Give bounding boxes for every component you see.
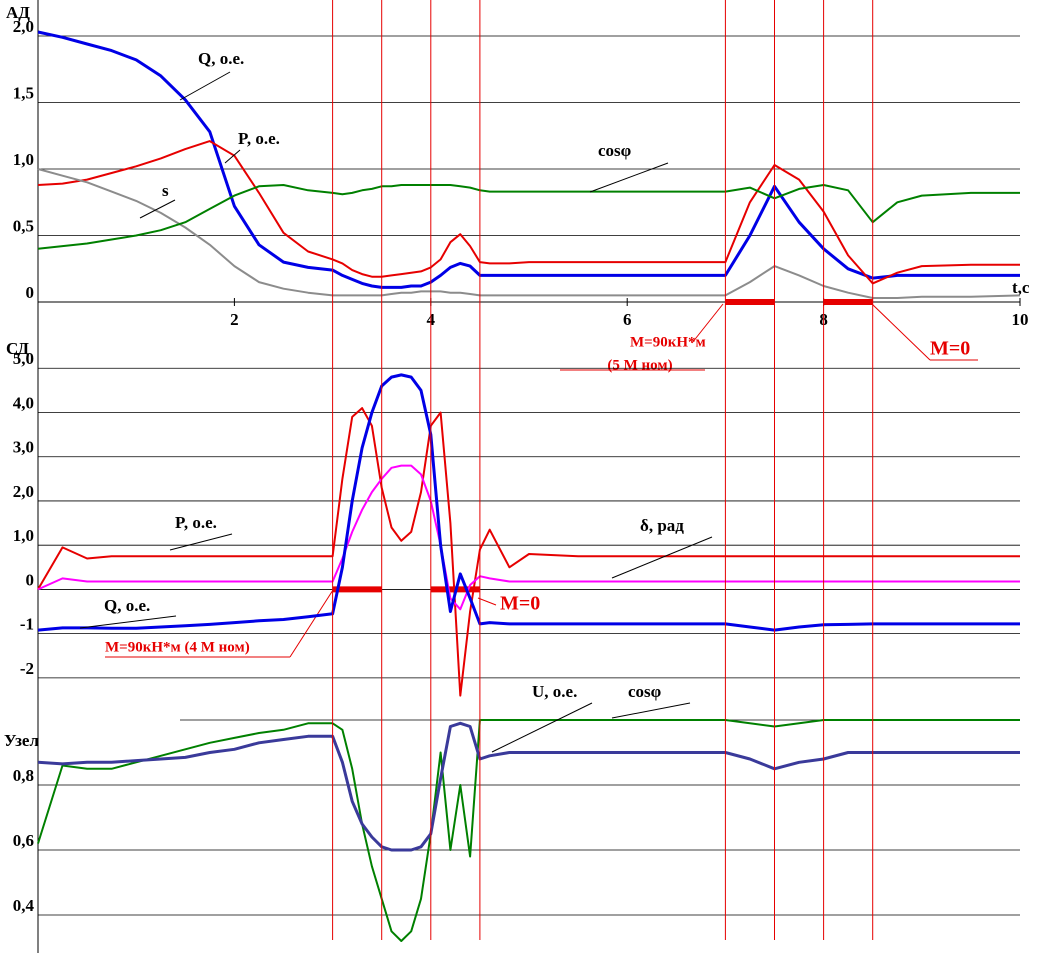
annotation: M=90кН*м <box>630 334 706 350</box>
label-leader <box>589 162 669 193</box>
series-label: P, о.е. <box>175 513 217 532</box>
y-tick-label: 3,0 <box>13 438 34 457</box>
label-leader <box>611 536 713 579</box>
y-tick-label: 0,5 <box>13 216 34 235</box>
panel-title: Узел <box>4 731 39 750</box>
annotation-leader <box>289 589 334 658</box>
y-tick-label: 2,0 <box>13 482 34 501</box>
annotation-leader <box>477 597 497 606</box>
x-tick-label: 10 <box>1012 310 1029 329</box>
series-label: Q, о.е. <box>104 596 150 615</box>
label-leader <box>179 71 231 101</box>
y-tick-label: 0,6 <box>13 831 34 850</box>
panel-title: СД <box>6 339 29 358</box>
series-label: U, о.е. <box>532 682 577 701</box>
annotation-leader <box>691 303 724 344</box>
annotation-leader <box>871 303 931 361</box>
y-tick-label: 1,0 <box>13 526 34 545</box>
y-tick-label: 1,5 <box>13 83 34 102</box>
y-tick-label: 0 <box>26 283 35 302</box>
panel-title: АД <box>6 3 30 22</box>
y-tick-label: 4,0 <box>13 393 34 412</box>
y-tick-label: 5,0 <box>13 349 34 368</box>
label-leader <box>224 149 241 164</box>
label-leader <box>169 533 233 551</box>
annotation: M=0 <box>500 593 540 615</box>
y-tick-label: -1 <box>20 615 34 634</box>
label-leader <box>611 702 691 719</box>
y-tick-label: 0,4 <box>13 896 35 915</box>
series-label: cosφ <box>598 141 632 160</box>
y-tick-label: 2,0 <box>13 17 34 36</box>
series-label: Q, о.е. <box>198 49 244 68</box>
annotation: M=90кН*м (4 М ном) <box>105 639 250 655</box>
y-tick-label: 0,8 <box>13 766 34 785</box>
x-tick-label: 2 <box>230 310 239 329</box>
annotation: (5 М ном) <box>607 357 672 373</box>
series-label: cosφ <box>628 682 662 701</box>
x-tick-label: 6 <box>623 310 632 329</box>
series-label: P, о.е. <box>238 129 280 148</box>
label-leader <box>491 702 593 753</box>
series-label: s <box>162 181 169 200</box>
y-tick-label: 1,0 <box>13 150 34 169</box>
annotation: M=0 <box>930 338 970 360</box>
label-leader <box>79 615 177 629</box>
series-label: δ, рад <box>640 516 684 535</box>
label-leader <box>139 199 176 219</box>
y-tick-label: 0 <box>26 570 35 589</box>
x-axis-label: t,c <box>1012 278 1030 297</box>
y-tick-label: -2 <box>20 659 34 678</box>
